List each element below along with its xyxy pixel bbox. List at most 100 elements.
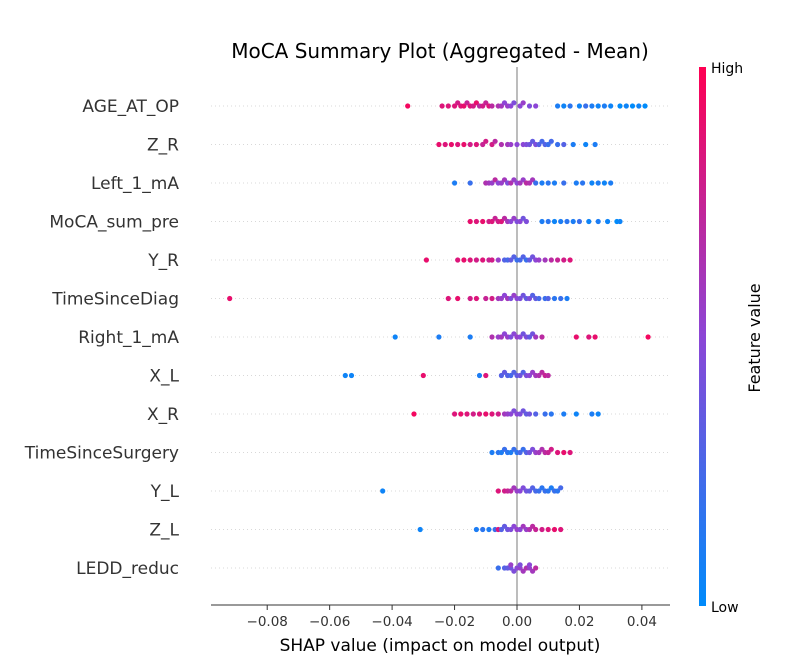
shap-point [576, 218, 583, 225]
shap-point [480, 141, 486, 148]
shap-point [511, 523, 517, 529]
shap-point [573, 334, 579, 340]
shap-point [508, 295, 514, 302]
shap-point [498, 372, 504, 379]
colorbar-high-label: High [711, 61, 743, 77]
shap-point [461, 141, 467, 148]
shap-point [530, 254, 536, 260]
shap-point [517, 180, 523, 186]
shap-point [442, 141, 448, 148]
shap-point [592, 141, 598, 148]
shap-point [511, 408, 517, 414]
shap-point [511, 331, 517, 337]
colorbar-low-label: Low [711, 600, 739, 616]
shap-point [461, 257, 467, 263]
shap-point [545, 295, 551, 302]
feature-label: Z_L [149, 521, 179, 541]
shap-point [573, 411, 579, 417]
shap-point [636, 103, 642, 109]
shap-point [492, 215, 498, 221]
shap-point [551, 526, 558, 533]
shap-point [595, 218, 601, 225]
shap-point [501, 331, 508, 337]
shap-point [467, 180, 473, 186]
shap-point [452, 411, 458, 417]
shap-point [561, 411, 567, 417]
shap-point [517, 562, 523, 568]
shap-point [595, 103, 601, 109]
shap-point [570, 141, 576, 148]
shap-point [545, 180, 551, 186]
shap-point [530, 485, 536, 491]
shap-point [489, 180, 495, 186]
shap-point [455, 257, 461, 263]
shap-point [495, 488, 501, 494]
shap-point [498, 103, 504, 109]
shap-point [536, 257, 542, 263]
shap-point [589, 103, 595, 109]
feature-label: X_L [149, 367, 179, 387]
shap-point [536, 141, 542, 148]
shap-point [455, 141, 461, 148]
shap-point [526, 334, 533, 340]
shap-point [489, 103, 495, 109]
shap-point [530, 523, 536, 529]
x-tick-label: 0.00 [502, 614, 532, 630]
shap-point [467, 257, 473, 263]
shap-point [520, 100, 526, 106]
shap-point [555, 488, 561, 494]
shap-point [470, 411, 476, 417]
shap-point [530, 369, 536, 375]
feature-label: Right_1_mA [78, 328, 179, 348]
shap-point [501, 369, 508, 375]
shap-point [508, 562, 514, 568]
shap-point [595, 180, 601, 186]
feature-label: X_R [147, 405, 179, 425]
feature-label: MoCA_sum_pre [49, 213, 179, 233]
shap-point [589, 180, 595, 186]
shap-point [526, 411, 533, 417]
shap-point [555, 449, 561, 456]
shap-point [517, 257, 523, 263]
shap-point [392, 334, 398, 340]
shap-point [489, 218, 495, 225]
shap-point [520, 177, 526, 183]
shap-point [508, 526, 514, 533]
shap-point [545, 488, 551, 494]
shap-point [511, 446, 517, 452]
shap-point [533, 411, 539, 417]
shap-point [508, 103, 514, 109]
shap-point [576, 103, 583, 109]
shap-point [555, 103, 561, 109]
shap-point [530, 292, 536, 298]
shap-point [583, 141, 589, 148]
shap-point [511, 215, 517, 221]
shap-point [517, 103, 523, 109]
shap-point [561, 180, 567, 186]
shap-point [461, 103, 467, 109]
shap-point [533, 180, 539, 186]
shap-point [526, 372, 533, 379]
x-tick-label: −0.04 [371, 614, 412, 630]
shap-point [511, 292, 517, 298]
shap-point [517, 372, 523, 379]
shap-point [511, 568, 517, 574]
shap-point [536, 372, 542, 379]
shap-point [520, 215, 526, 221]
shap-point [539, 446, 545, 452]
shap-point [508, 141, 514, 148]
shap-point [548, 411, 554, 417]
shap-point [498, 334, 504, 340]
shap-point [517, 488, 523, 494]
shap-point [498, 180, 504, 186]
shap-point [533, 565, 539, 571]
shap-point [520, 331, 526, 337]
shap-point [455, 100, 461, 106]
shap-point [533, 103, 539, 109]
shap-point [508, 218, 514, 225]
shap-point [489, 295, 495, 302]
shap-point [480, 257, 486, 263]
shap-point [539, 485, 545, 491]
shap-point [423, 257, 429, 263]
shap-point [501, 215, 508, 221]
